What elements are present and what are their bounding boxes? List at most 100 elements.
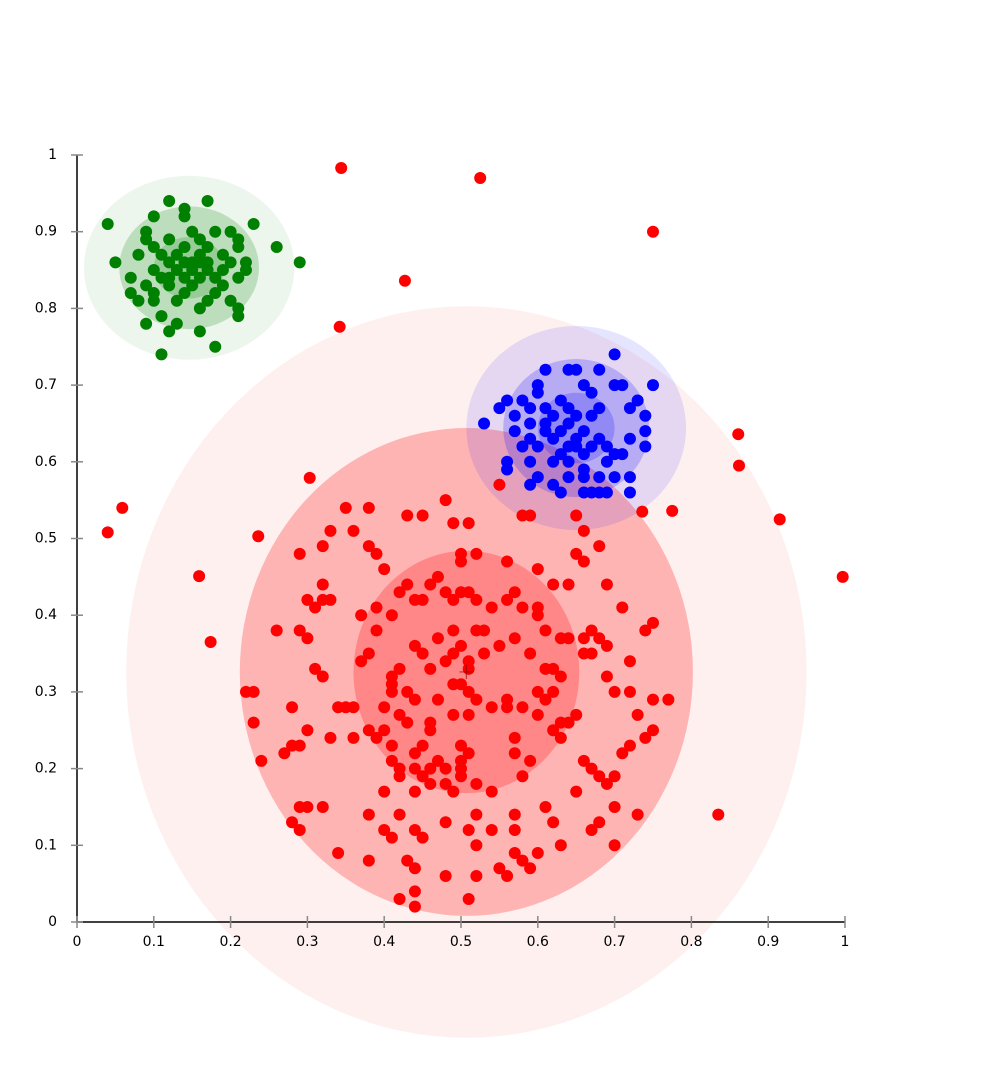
data-point	[116, 501, 129, 514]
data-point	[293, 624, 306, 637]
data-point	[474, 172, 487, 185]
data-point	[577, 632, 590, 645]
data-point	[333, 320, 346, 333]
data-point	[401, 578, 414, 591]
data-point	[385, 685, 398, 698]
data-point	[439, 869, 452, 882]
data-point	[577, 524, 590, 537]
data-point	[393, 662, 406, 675]
data-point	[501, 463, 514, 476]
data-point	[608, 839, 621, 852]
data-point	[485, 701, 498, 714]
data-point	[531, 386, 544, 399]
data-point	[593, 816, 606, 829]
data-point	[570, 509, 583, 522]
data-point	[585, 647, 598, 660]
data-point	[616, 601, 629, 614]
data-point	[335, 162, 348, 175]
data-point	[439, 494, 452, 507]
data-point	[462, 517, 475, 530]
data-point	[347, 701, 360, 714]
data-point	[431, 570, 444, 583]
data-point	[516, 394, 529, 407]
data-point	[524, 402, 537, 415]
data-point	[554, 394, 567, 407]
data-point	[201, 195, 214, 208]
data-point	[733, 459, 746, 472]
data-point	[447, 624, 460, 637]
data-point	[301, 724, 314, 737]
data-point	[593, 632, 606, 645]
data-point	[424, 762, 437, 775]
data-point	[455, 762, 467, 775]
data-point	[585, 624, 598, 637]
data-point	[585, 409, 598, 422]
data-point	[339, 501, 352, 514]
data-point	[178, 241, 191, 254]
data-point	[562, 632, 575, 645]
data-point	[416, 647, 429, 660]
data-point	[577, 471, 590, 484]
data-point	[155, 348, 168, 361]
data-point	[193, 325, 206, 338]
data-point	[631, 394, 644, 407]
data-point	[593, 363, 606, 376]
data-point	[408, 823, 421, 836]
data-point	[600, 639, 613, 652]
data-point	[209, 340, 222, 353]
data-point	[140, 279, 153, 292]
data-point	[570, 785, 583, 798]
data-point	[431, 632, 444, 645]
data-point	[255, 754, 268, 767]
y-tick-label: 0.3	[35, 684, 57, 700]
data-point	[408, 900, 421, 913]
data-point	[316, 800, 329, 813]
data-point	[316, 540, 329, 553]
data-point	[170, 294, 183, 307]
data-point	[636, 505, 649, 518]
data-point	[547, 724, 560, 737]
data-point	[470, 624, 483, 637]
x-tick-label: 0.1	[143, 934, 165, 950]
data-point	[378, 785, 391, 798]
data-point	[470, 839, 483, 852]
data-point	[508, 846, 521, 859]
data-point	[593, 432, 606, 445]
data-point	[224, 294, 237, 307]
data-point	[378, 701, 391, 714]
data-point	[455, 547, 467, 560]
data-point	[393, 708, 406, 721]
data-point	[462, 586, 475, 599]
data-point	[570, 708, 583, 721]
data-point	[647, 693, 659, 706]
data-point	[178, 287, 191, 300]
data-point	[577, 448, 590, 461]
data-point	[547, 662, 560, 675]
data-point	[493, 639, 506, 652]
data-point	[355, 609, 368, 622]
data-point	[539, 402, 552, 415]
data-point	[508, 425, 521, 438]
data-point	[201, 294, 214, 307]
center-marker	[459, 664, 474, 679]
data-point	[732, 428, 745, 441]
data-point	[462, 708, 475, 721]
data-point	[170, 264, 183, 277]
data-point	[836, 570, 849, 583]
data-point	[447, 593, 460, 606]
data-point	[531, 563, 544, 576]
data-point	[362, 724, 375, 737]
data-point	[431, 693, 444, 706]
data-point	[424, 662, 437, 675]
data-point	[278, 747, 291, 760]
data-point	[462, 823, 475, 836]
data-point	[109, 256, 122, 269]
data-point	[539, 693, 552, 706]
data-point	[378, 724, 391, 737]
data-point	[539, 417, 552, 430]
data-point	[385, 739, 398, 752]
data-point	[647, 616, 659, 629]
data-point	[370, 601, 383, 614]
data-point	[577, 754, 590, 767]
data-point	[485, 785, 498, 798]
